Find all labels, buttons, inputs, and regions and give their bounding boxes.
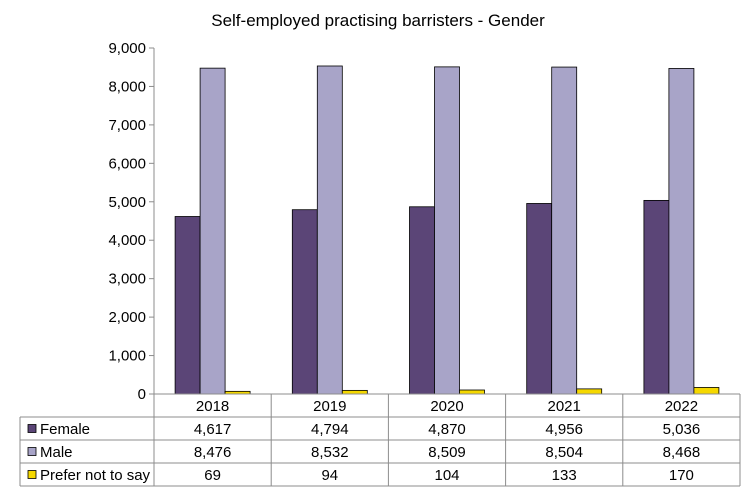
table-value: 94 [321, 467, 338, 484]
table-value: 8,476 [194, 444, 232, 461]
y-axis: 0 1,000 2,000 3,000 4,000 5,000 6,000 7,000 8,00… [108, 40, 155, 403]
table-value: 4,956 [545, 421, 583, 438]
bar-male-2019 [316, 65, 343, 395]
bar-male-2021 [551, 66, 578, 395]
table-value: 69 [204, 467, 221, 484]
bar-female-2020 [409, 206, 435, 395]
legend-swatch-male [27, 447, 37, 456]
table-value: 133 [552, 467, 577, 484]
legend-label: Prefer not to say [40, 467, 151, 484]
bar-male-2020 [434, 66, 460, 395]
y-tick-label: 3,000 [108, 271, 146, 288]
table-value: 4,870 [428, 421, 466, 438]
chart-title: Self-employed practising barristers - Ge… [211, 11, 545, 30]
bar-female-2019 [291, 209, 318, 395]
legend-label: Female [40, 421, 90, 438]
bar-prefer-not-to-say-2022 [693, 387, 720, 395]
y-tick-label: 5,000 [108, 194, 146, 211]
y-tick-label: 0 [138, 386, 146, 403]
bar-male-2022 [668, 68, 695, 395]
bar-prefer-not-to-say-2021 [576, 388, 603, 395]
y-tick-label: 8,000 [108, 78, 146, 95]
x-tick-label: 2018 [196, 398, 229, 415]
table-value: 4,617 [194, 421, 232, 438]
y-tick-label: 9,000 [108, 40, 146, 57]
bar-female-2022 [643, 199, 670, 395]
table-value: 170 [669, 467, 694, 484]
table-value: 8,504 [545, 444, 583, 461]
x-tick-label: 2021 [548, 398, 581, 415]
y-tick-label: 7,000 [108, 117, 146, 134]
bar-female-2018 [174, 216, 201, 395]
bar-male-2018 [199, 67, 226, 395]
table-value: 8,532 [311, 444, 349, 461]
x-tick-label: 2019 [313, 398, 346, 415]
bar-female-2021 [526, 203, 553, 395]
y-tick-label: 1,000 [108, 348, 146, 365]
legend-label: Male [40, 444, 73, 461]
legend-swatch-prefer-not-to-say [27, 470, 37, 479]
table-value: 5,036 [663, 421, 701, 438]
x-tick-label: 2020 [430, 398, 463, 415]
data-table: 2018 2019 2020 2021 2022 Female 4,617 4,794 4,87… [19, 393, 741, 487]
table-value: 8,468 [663, 444, 701, 461]
table-value: 8,509 [428, 444, 466, 461]
legend-swatch-female [27, 424, 37, 433]
bars [154, 65, 740, 395]
table-value: 104 [434, 467, 459, 484]
x-tick-label: 2022 [665, 398, 698, 415]
bar-prefer-not-to-say-2020 [459, 389, 485, 395]
y-tick-label: 4,000 [108, 232, 146, 249]
bar-prefer-not-to-say-2019 [341, 389, 368, 395]
y-tick-label: 2,000 [108, 309, 146, 326]
y-tick-label: 6,000 [108, 155, 146, 172]
table-value: 4,794 [311, 421, 349, 438]
